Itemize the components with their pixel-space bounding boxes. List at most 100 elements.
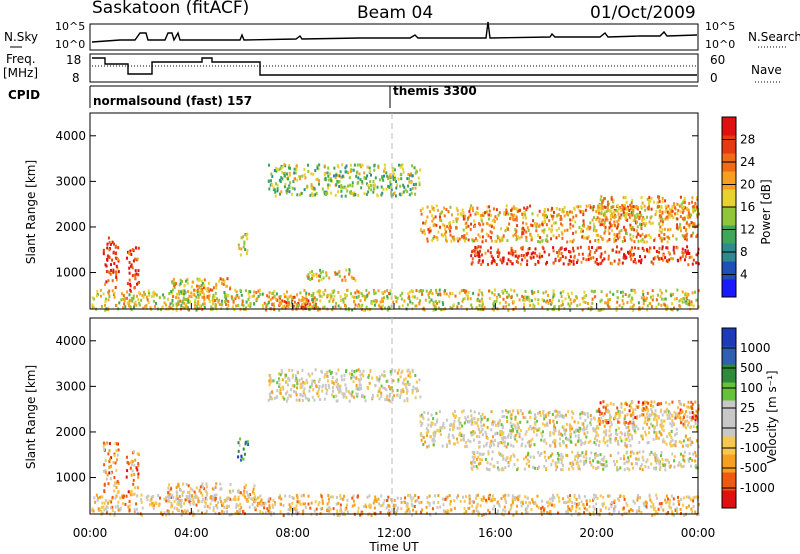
data-cell <box>623 228 626 232</box>
data-cell <box>585 456 588 460</box>
data-cell <box>515 439 518 443</box>
data-cell <box>613 259 616 263</box>
data-cell <box>528 410 531 414</box>
data-cell <box>485 467 488 471</box>
data-cell <box>642 248 645 252</box>
data-cell <box>385 506 388 510</box>
data-cell <box>676 412 679 416</box>
data-cell <box>496 250 499 254</box>
data-cell <box>249 493 252 497</box>
data-cell <box>640 463 643 467</box>
data-cell <box>420 227 423 231</box>
data-cell <box>614 238 617 242</box>
data-cell <box>325 392 328 396</box>
data-cell <box>628 212 631 216</box>
data-cell <box>391 389 394 393</box>
data-cell <box>314 193 317 197</box>
data-cell <box>289 173 291 177</box>
data-cell <box>503 440 506 444</box>
data-cell <box>333 166 336 170</box>
data-cell <box>430 298 433 302</box>
data-cell <box>689 215 692 219</box>
data-cell <box>454 442 456 446</box>
data-cell <box>93 496 96 500</box>
data-cell <box>663 297 666 301</box>
data-cell <box>571 410 573 414</box>
data-cell <box>610 223 613 227</box>
data-cell <box>645 405 648 409</box>
data-cell <box>103 501 106 505</box>
data-cell <box>108 442 111 446</box>
data-cell <box>446 445 448 449</box>
data-cell <box>301 174 304 178</box>
data-cell <box>692 452 695 456</box>
data-cell <box>334 271 337 275</box>
data-cell <box>650 197 653 201</box>
data-cell <box>679 258 682 262</box>
data-cell <box>482 212 485 215</box>
data-cell <box>334 305 337 309</box>
data-cell <box>488 205 491 209</box>
data-cell <box>690 303 693 307</box>
data-cell <box>575 428 578 432</box>
data-cell <box>352 499 355 503</box>
data-cell <box>348 270 351 274</box>
data-cell <box>668 432 671 435</box>
data-cell <box>417 176 420 180</box>
data-cell <box>429 229 432 233</box>
data-cell <box>354 193 357 197</box>
data-cell <box>624 432 626 436</box>
data-cell <box>440 219 443 223</box>
data-cell <box>177 302 180 306</box>
data-cell <box>592 256 595 260</box>
data-cell <box>514 254 517 258</box>
data-cell <box>524 444 527 448</box>
data-cell <box>370 300 373 303</box>
data-cell <box>330 191 333 195</box>
data-cell <box>650 215 653 219</box>
data-cell <box>379 306 382 310</box>
data-cell <box>641 468 644 472</box>
data-cell <box>567 262 570 266</box>
data-cell <box>168 483 171 487</box>
data-cell <box>578 467 581 471</box>
data-cell <box>473 239 476 243</box>
data-cell <box>532 455 535 459</box>
data-cell <box>532 219 535 223</box>
data-cell <box>528 440 530 444</box>
data-cell <box>589 439 592 443</box>
data-cell <box>288 368 291 372</box>
data-cell <box>313 303 316 307</box>
data-cell <box>590 305 593 309</box>
data-cell <box>634 258 636 261</box>
data-cell <box>625 426 628 430</box>
data-cell <box>543 216 546 219</box>
data-cell <box>656 255 659 259</box>
data-cell <box>479 245 482 249</box>
data-cell <box>606 403 609 407</box>
data-cell <box>613 220 616 224</box>
data-cell <box>404 510 407 514</box>
data-cell <box>629 450 632 454</box>
data-cell <box>431 207 434 211</box>
data-cell <box>638 306 641 310</box>
data-cell <box>523 298 526 302</box>
data-cell <box>335 173 338 177</box>
data-cell <box>218 298 221 302</box>
data-cell <box>313 380 316 384</box>
data-cell <box>186 281 189 285</box>
data-cell <box>137 475 140 479</box>
cpid-mode-1: normalsound (fast) 157 <box>93 94 252 108</box>
data-cell <box>235 295 238 299</box>
data-cell <box>415 510 418 514</box>
data-cell <box>523 308 526 312</box>
data-cell <box>338 390 341 394</box>
data-cell <box>393 498 396 502</box>
data-cell <box>392 174 394 178</box>
cpid-mode-2: themis 3300 <box>393 84 477 98</box>
data-cell <box>678 299 681 303</box>
data-cell <box>492 207 495 211</box>
data-cell <box>475 496 478 500</box>
data-cell <box>627 435 630 439</box>
data-cell <box>683 226 686 230</box>
